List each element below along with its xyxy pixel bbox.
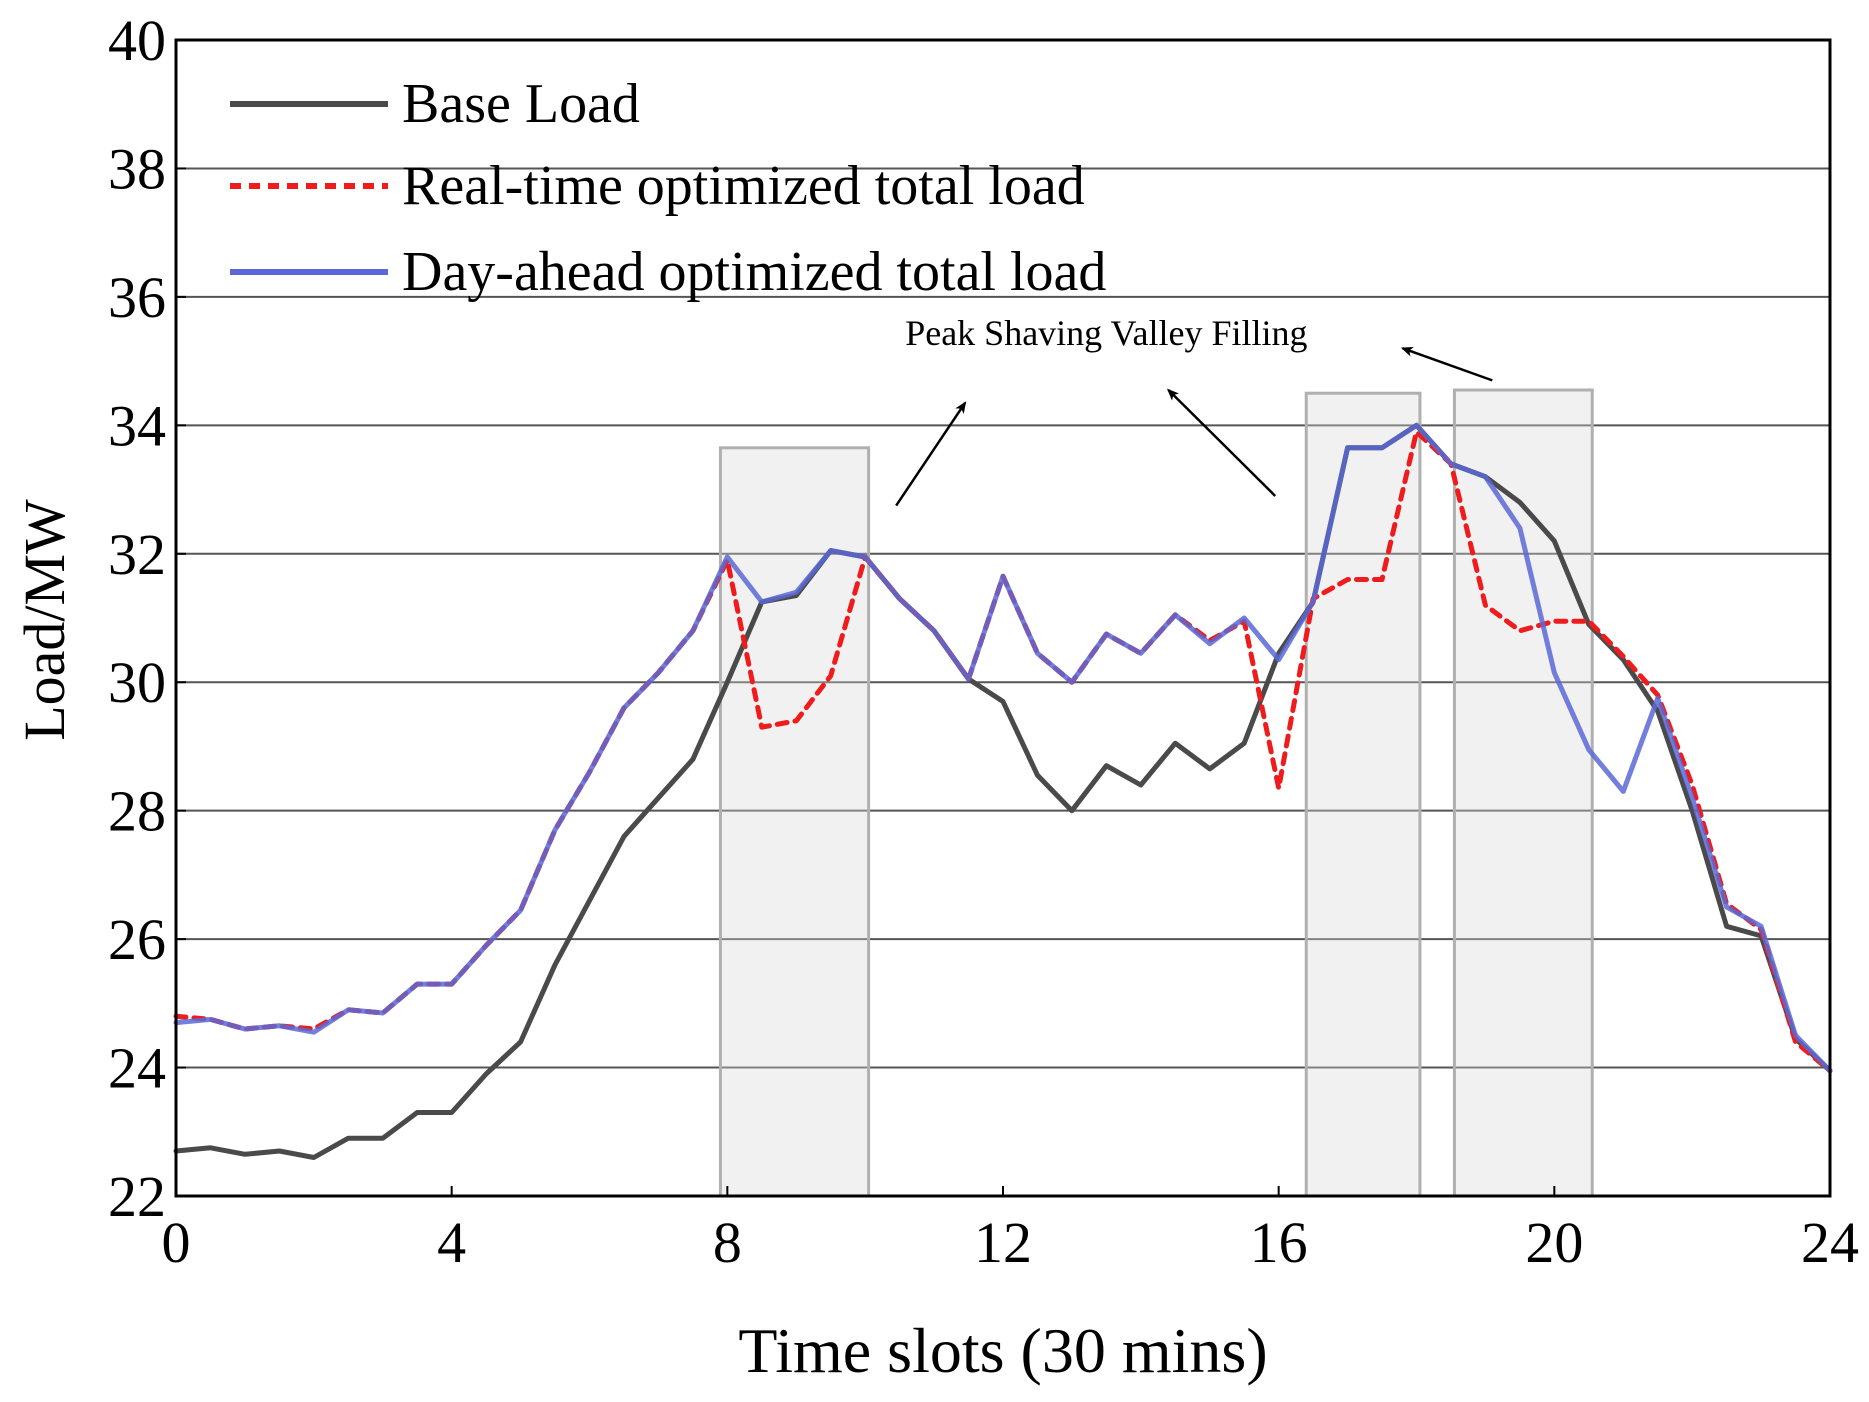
legend-label-base-load: Base Load [402, 73, 640, 135]
annotation-text: Peak Shaving Valley Filling [905, 313, 1307, 353]
y-tick-label: 40 [108, 8, 166, 73]
highlight-region [718, 446, 871, 1198]
annotation-layer: Peak Shaving Valley Filling [895, 313, 1493, 507]
y-tick-label: 36 [108, 265, 166, 330]
highlight-region-layer [718, 388, 1594, 1198]
y-axis-label: Load/MW [12, 499, 77, 741]
y-tick-label: 38 [108, 136, 166, 201]
x-axis-label: Time slots (30 mins) [738, 1315, 1267, 1386]
series-line-base-load [173, 422, 1833, 1160]
y-tick-label: 32 [108, 522, 166, 587]
x-tick-label: 8 [713, 1210, 742, 1275]
x-tick-label: 4 [437, 1210, 466, 1275]
y-tick-label: 34 [108, 393, 166, 458]
y-tick-label: 28 [108, 779, 166, 844]
y-tick-label: 30 [108, 650, 166, 715]
y-tick-label: 24 [108, 1036, 166, 1101]
series-layer [173, 422, 1833, 1160]
x-tick-label: 16 [1250, 1210, 1308, 1275]
x-tick-label: 12 [974, 1210, 1032, 1275]
tick-layer: 0 4 8 12 16 20 24 22 24 26 28 30 32 34 36 38 40 [108, 8, 1859, 1275]
legend: Base Load Real-time optimized total load… [230, 73, 1106, 303]
y-tick-label: 26 [108, 907, 166, 972]
y-tick-label: 22 [108, 1164, 166, 1229]
annotation-arrow [895, 401, 967, 507]
legend-label-day-ahead: Day-ahead optimized total load [402, 241, 1106, 303]
annotation-arrow [1166, 388, 1277, 497]
series-line-day-ahead-optimized-total-load [173, 422, 1833, 1074]
x-tick-label: 24 [1801, 1210, 1859, 1275]
annotation-arrow [1400, 346, 1493, 382]
legend-label-real-time: Real-time optimized total load [402, 155, 1085, 217]
x-tick-label: 0 [162, 1210, 191, 1275]
grid-layer [176, 167, 1830, 1069]
highlight-region [1304, 391, 1422, 1198]
highlight-region [1452, 388, 1594, 1198]
x-tick-label: 20 [1525, 1210, 1583, 1275]
